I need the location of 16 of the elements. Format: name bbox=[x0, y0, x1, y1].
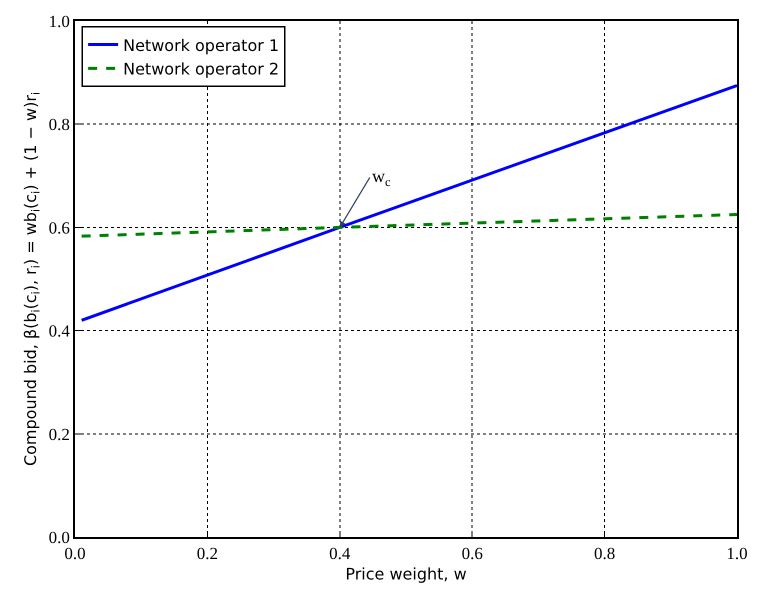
x-tick-label: 0.8 bbox=[594, 544, 616, 564]
x-tick-label: 0.6 bbox=[462, 544, 483, 564]
y-tick-label: 0.8 bbox=[48, 115, 70, 134]
x-tick-label: 0.4 bbox=[329, 544, 351, 564]
x-tick-label: 0.2 bbox=[196, 544, 218, 564]
x-tick-label: 1.0 bbox=[726, 544, 748, 564]
y-tick-label: 0.0 bbox=[48, 528, 70, 547]
x-tick-label: 0.0 bbox=[64, 544, 86, 564]
annotation: w$_{c}$ bbox=[372, 166, 391, 189]
legend-label: Network operator 1 bbox=[123, 36, 280, 55]
legend-label: Network operator 2 bbox=[123, 60, 280, 79]
x-axis-title: Price weight, w bbox=[345, 564, 467, 584]
y-tick-label: 0.4 bbox=[48, 322, 70, 341]
y-tick-label: 0.6 bbox=[48, 218, 70, 238]
y-tick-label: 1.0 bbox=[48, 12, 70, 31]
y-tick-label: 0.2 bbox=[48, 424, 70, 444]
